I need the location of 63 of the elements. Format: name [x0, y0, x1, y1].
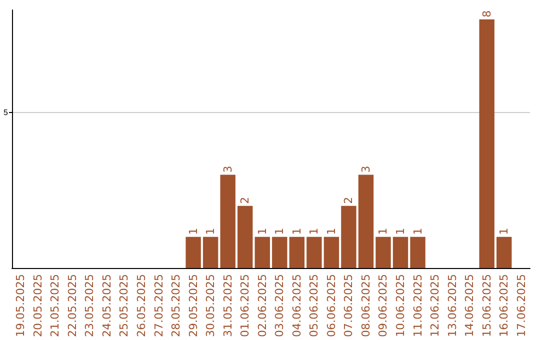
- x-tick-label: 13.06.2025: [446, 274, 459, 338]
- bar: [306, 236, 322, 268]
- x-tick-label: 16.06.2025: [498, 274, 511, 338]
- x-tick-label: 21.05.2025: [48, 274, 62, 338]
- bar: [238, 206, 253, 268]
- data-label: 1: [394, 228, 407, 235]
- x-tick-label: 10.06.2025: [394, 274, 407, 338]
- x-tick-label: 20.05.2025: [31, 274, 44, 338]
- x-tick-label: 05.06.2025: [308, 274, 321, 338]
- bar: [220, 174, 236, 268]
- data-label: 1: [256, 228, 269, 235]
- bar: [496, 236, 512, 268]
- x-tick-label: 12.06.2025: [428, 274, 442, 338]
- bar: [410, 236, 426, 268]
- bar: [186, 236, 201, 268]
- x-tick-label: 19.05.2025: [14, 274, 28, 338]
- data-label: 1: [376, 228, 390, 235]
- x-tick-label: 26.05.2025: [135, 274, 148, 338]
- x-tick-label: 01.06.2025: [238, 274, 252, 338]
- bar: [324, 236, 340, 268]
- x-tick-label: 02.06.2025: [256, 274, 269, 338]
- bar: [202, 236, 218, 268]
- x-tick-label: 07.06.2025: [342, 274, 356, 338]
- x-tick-label: 03.06.2025: [273, 274, 286, 338]
- x-tick-label: 09.06.2025: [376, 274, 390, 338]
- bar: [376, 236, 391, 268]
- data-label: 1: [411, 228, 424, 235]
- x-tick-label: 29.05.2025: [186, 274, 200, 338]
- data-label: 3: [359, 166, 372, 173]
- x-tick-label: 04.06.2025: [290, 274, 304, 338]
- x-tick-label: 17.06.2025: [514, 274, 528, 338]
- data-label: 1: [308, 228, 321, 235]
- bar: [479, 19, 494, 268]
- x-tick-label: 14.06.2025: [463, 274, 476, 338]
- bar: [358, 174, 374, 268]
- bar: [341, 206, 356, 268]
- bar: [254, 236, 270, 268]
- x-tick-label: 23.05.2025: [83, 274, 96, 338]
- x-tick-label: 11.06.2025: [411, 274, 424, 338]
- x-tick-label: 24.05.2025: [100, 274, 114, 338]
- x-tick-label: 31.05.2025: [221, 274, 234, 338]
- data-label: 8: [480, 10, 494, 18]
- x-tick-label: 27.05.2025: [152, 274, 166, 338]
- x-tick-label: 22.05.2025: [66, 274, 79, 338]
- data-label: 1: [273, 228, 286, 235]
- bar: [392, 236, 408, 268]
- x-tick-label: 28.05.2025: [170, 274, 183, 338]
- bar: [289, 236, 304, 268]
- x-tick-label: 15.06.2025: [480, 274, 494, 338]
- x-tick-label: 30.05.2025: [204, 274, 218, 338]
- data-label: 1: [204, 228, 218, 235]
- data-label: 1: [324, 228, 338, 235]
- data-label: 3: [221, 166, 234, 173]
- x-tick-label: 08.06.2025: [359, 274, 372, 338]
- data-label: 2: [342, 196, 356, 204]
- data-label: 1: [498, 228, 511, 235]
- data-label: 1: [290, 228, 304, 235]
- x-tick-label: 06.06.2025: [324, 274, 338, 338]
- bar: [272, 236, 288, 268]
- x-tick-label: 25.05.2025: [118, 274, 131, 338]
- y-tick-label: 5: [4, 108, 9, 118]
- data-label: 2: [238, 196, 252, 204]
- data-label: 1: [186, 228, 200, 235]
